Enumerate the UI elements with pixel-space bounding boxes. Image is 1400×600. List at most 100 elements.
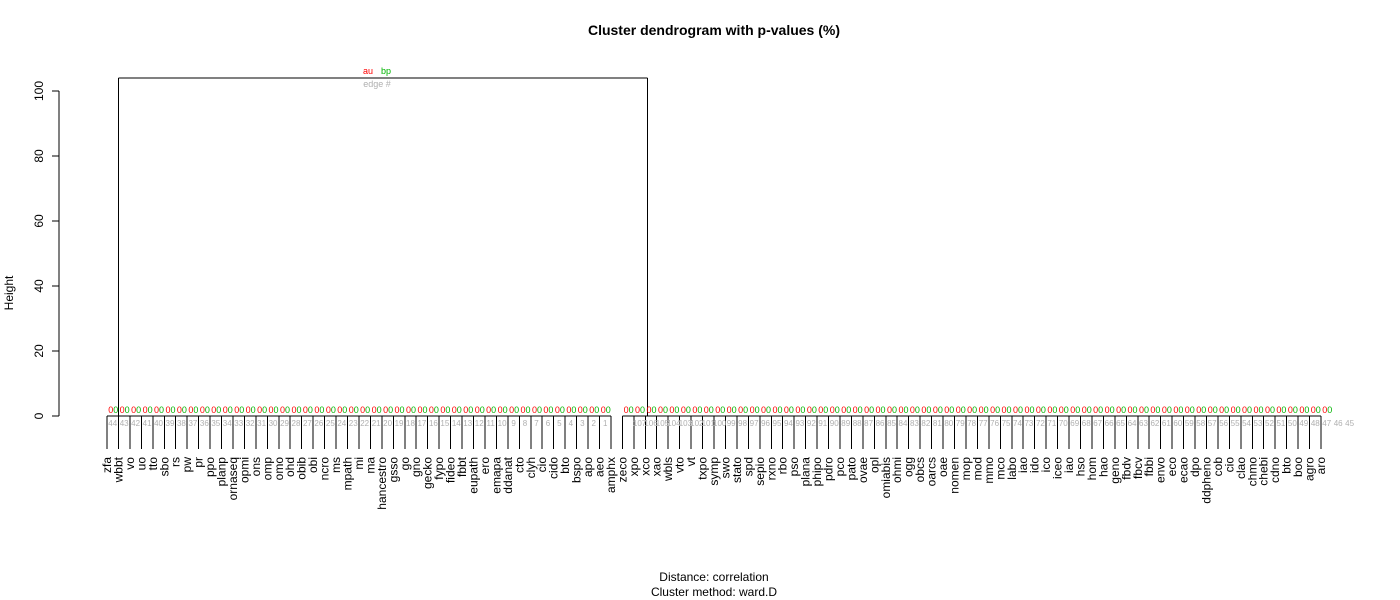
bp-value: 0 <box>1029 405 1034 415</box>
au-value: 0 <box>601 405 606 415</box>
au-value: 0 <box>990 405 995 415</box>
au-value: 0 <box>417 405 422 415</box>
au-value: 0 <box>143 405 148 415</box>
leaf-label: nomen <box>948 457 962 494</box>
edge-number: 91 <box>818 419 827 428</box>
leaf-label: cto <box>512 457 526 473</box>
au-value: 0 <box>1276 405 1281 415</box>
au-value: 0 <box>589 405 594 415</box>
edge-number: 58 <box>1196 419 1205 428</box>
edge-number: 76 <box>990 419 999 428</box>
edge-number: 49 <box>1299 419 1308 428</box>
au-value: 0 <box>291 405 296 415</box>
edge-number: 87 <box>864 419 873 428</box>
leaf-label: pco <box>833 457 847 477</box>
edge-number: 11 <box>487 419 496 428</box>
au-value: 0 <box>658 405 663 415</box>
edge-number: 96 <box>761 419 770 428</box>
au-value: 0 <box>738 405 743 415</box>
bp-value: 0 <box>1064 405 1069 415</box>
y-tick-label: 80 <box>32 149 46 163</box>
au-value: 0 <box>566 405 571 415</box>
edge-number: 99 <box>727 419 736 428</box>
au-value: 0 <box>624 405 629 415</box>
bp-value: 0 <box>1190 405 1195 415</box>
bp-value: 0 <box>342 405 347 415</box>
bp-value: 0 <box>170 405 175 415</box>
edge-number: 28 <box>292 419 301 428</box>
leaf-label: apo <box>581 457 595 477</box>
edge-number: 13 <box>463 419 472 428</box>
leaf-label: cido <box>547 457 561 479</box>
leaf-label: fbcv <box>1131 457 1145 479</box>
edge-number: 16 <box>429 419 438 428</box>
au-value: 0 <box>715 405 720 415</box>
au-value: 0 <box>692 405 697 415</box>
leaf-label: fideo <box>444 457 458 483</box>
au-value: 0 <box>887 405 892 415</box>
au-value: 0 <box>498 405 503 415</box>
bp-value: 0 <box>594 405 599 415</box>
bp-value: 0 <box>663 405 668 415</box>
bp-value: 0 <box>1007 405 1012 415</box>
au-value: 0 <box>246 405 251 415</box>
au-value: 0 <box>1231 405 1236 415</box>
au-value: 0 <box>1265 405 1270 415</box>
bp-value: 0 <box>1087 405 1092 415</box>
bp-value: 0 <box>938 405 943 415</box>
au-value: 0 <box>635 405 640 415</box>
leaf-label: ogg <box>902 457 916 477</box>
leaf-label: vt <box>684 456 698 466</box>
au-value: 0 <box>1105 405 1110 415</box>
edge-number: 48 <box>1311 419 1320 428</box>
edge-number: 97 <box>750 419 759 428</box>
leaf-label: hao <box>1096 457 1110 477</box>
au-value: 0 <box>841 405 846 415</box>
edge-number: 72 <box>1036 419 1045 428</box>
edge-number: 101 <box>702 419 716 428</box>
edge-number: 86 <box>876 419 885 428</box>
au-value: 0 <box>486 405 491 415</box>
bp-value: 0 <box>216 405 221 415</box>
edge-number: 43 <box>120 419 129 428</box>
bp-value: 0 <box>995 405 1000 415</box>
au-value: 0 <box>395 405 400 415</box>
bp-value: 0 <box>308 405 313 415</box>
edge-number: 105 <box>656 419 670 428</box>
leaf-label: ddpheno <box>1199 457 1213 504</box>
leaf-label: obcs <box>913 457 927 482</box>
bp-value: 0 <box>1213 405 1218 415</box>
au-value: 0 <box>1059 405 1064 415</box>
au-value: 0 <box>1162 405 1167 415</box>
leaf-label: pato <box>844 457 858 481</box>
bp-value: 0 <box>548 405 553 415</box>
leaf-label: ncro <box>318 457 332 481</box>
au-value: 0 <box>543 405 548 415</box>
au-value: 0 <box>1116 405 1121 415</box>
au-value: 0 <box>406 405 411 415</box>
leaf-label: omp <box>260 457 274 481</box>
au-value: 0 <box>921 405 926 415</box>
leaf-label: omiabis <box>879 457 893 498</box>
bp-value: 0 <box>136 405 141 415</box>
leaf-label: clao <box>1234 457 1248 479</box>
au-value: 0 <box>1024 405 1029 415</box>
bp-value: 0 <box>789 405 794 415</box>
leaf-label: fbbt <box>455 456 469 477</box>
bp-value: 0 <box>262 405 267 415</box>
pvalue-labels: 0 0 0 0 0 0 0 0 0 0 0 0 0 0 0 0 0 0 0 0 0 0 0 0 0 0 0 0 0 0 0 0 0 0 0 0 0 0 0 0… <box>108 405 1332 415</box>
leaf-label: mod <box>970 457 984 480</box>
leaf-label: ons <box>249 457 263 476</box>
edge-number: 52 <box>1265 419 1274 428</box>
au-value: 0 <box>429 405 434 415</box>
legend-bp: bp <box>381 66 391 76</box>
bp-value: 0 <box>400 405 405 415</box>
edge-number: 81 <box>933 419 942 428</box>
leaf-label: agro <box>1303 457 1317 481</box>
leaf-label: hancestro <box>375 457 389 510</box>
edge-number: 14 <box>452 419 461 428</box>
edge-number: 31 <box>257 419 266 428</box>
au-value: 0 <box>1173 405 1178 415</box>
edge-number: 24 <box>337 419 346 428</box>
bp-value: 0 <box>1293 405 1298 415</box>
